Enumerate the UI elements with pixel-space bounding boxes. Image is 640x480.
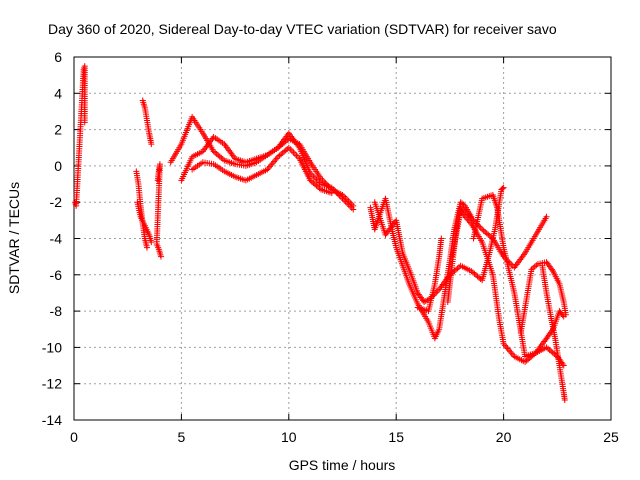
series-arc_4 <box>153 161 164 260</box>
y-tick-label: -14 <box>42 412 62 428</box>
data-point <box>290 149 297 156</box>
data-point <box>562 311 569 318</box>
data-point <box>287 146 294 153</box>
data-point <box>434 287 441 294</box>
y-tick-label: -4 <box>50 231 63 247</box>
series-arc_3b <box>134 199 155 246</box>
data-points <box>72 63 569 404</box>
data-point <box>460 201 467 208</box>
y-tick-label: 4 <box>54 85 62 101</box>
y-axis-label: SDTVAR / TECUs <box>6 182 22 294</box>
data-point <box>505 347 512 354</box>
data-point <box>499 185 506 192</box>
series-arc_C <box>189 144 335 197</box>
x-tick-label: 20 <box>496 429 512 445</box>
x-tick-label: 25 <box>603 429 619 445</box>
series-arc_H <box>449 208 567 369</box>
data-point <box>269 160 276 167</box>
data-point <box>350 206 357 213</box>
y-tick-label: -12 <box>42 376 62 392</box>
y-tick-label: 6 <box>54 49 62 65</box>
data-point <box>503 343 510 350</box>
x-tick-label: 10 <box>281 429 297 445</box>
y-tick-label: 0 <box>54 158 62 174</box>
data-point <box>81 119 88 126</box>
x-tick-label: 0 <box>70 429 78 445</box>
data-point <box>144 244 151 251</box>
data-point <box>543 213 550 220</box>
y-axis: -14 -12 -10 -8 -6 -4 -2 0 2 4 6 <box>42 49 611 428</box>
data-point <box>508 350 515 357</box>
x-tick-label: 15 <box>388 429 404 445</box>
y-tick-label: 2 <box>54 122 62 138</box>
series-arc_F <box>414 235 445 315</box>
data-point <box>271 158 278 165</box>
data-point <box>267 163 274 170</box>
data-point <box>504 345 511 352</box>
y-tick-label: -6 <box>50 267 63 283</box>
data-point <box>500 184 507 191</box>
grid <box>74 57 611 420</box>
data-point <box>272 157 279 164</box>
series-arc_E <box>371 184 507 306</box>
y-tick-label: -8 <box>50 303 63 319</box>
series-arc_B <box>178 130 357 213</box>
y-tick-label: -2 <box>50 194 63 210</box>
series-arc_K <box>539 262 568 404</box>
data-point <box>148 239 155 246</box>
series-arc_I <box>470 191 567 360</box>
data-point <box>438 235 445 242</box>
data-point <box>157 253 164 260</box>
y-tick-label: -10 <box>42 339 62 355</box>
x-axis-label: GPS time / hours <box>289 457 396 473</box>
data-point <box>273 155 280 162</box>
data-point <box>148 141 155 148</box>
series-isolated <box>72 63 88 209</box>
data-point <box>291 150 298 157</box>
chart-title: Day 360 of 2020, Sidereal Day-to-day VTE… <box>48 21 557 37</box>
data-point <box>465 211 472 218</box>
data-point <box>507 348 514 355</box>
data-point <box>268 161 275 168</box>
data-point <box>561 397 568 404</box>
data-point <box>328 190 335 197</box>
x-axis: 0 5 10 15 20 25 <box>70 57 619 445</box>
data-point <box>293 152 300 159</box>
x-tick-label: 5 <box>178 429 186 445</box>
series-arc_3c <box>139 97 155 148</box>
